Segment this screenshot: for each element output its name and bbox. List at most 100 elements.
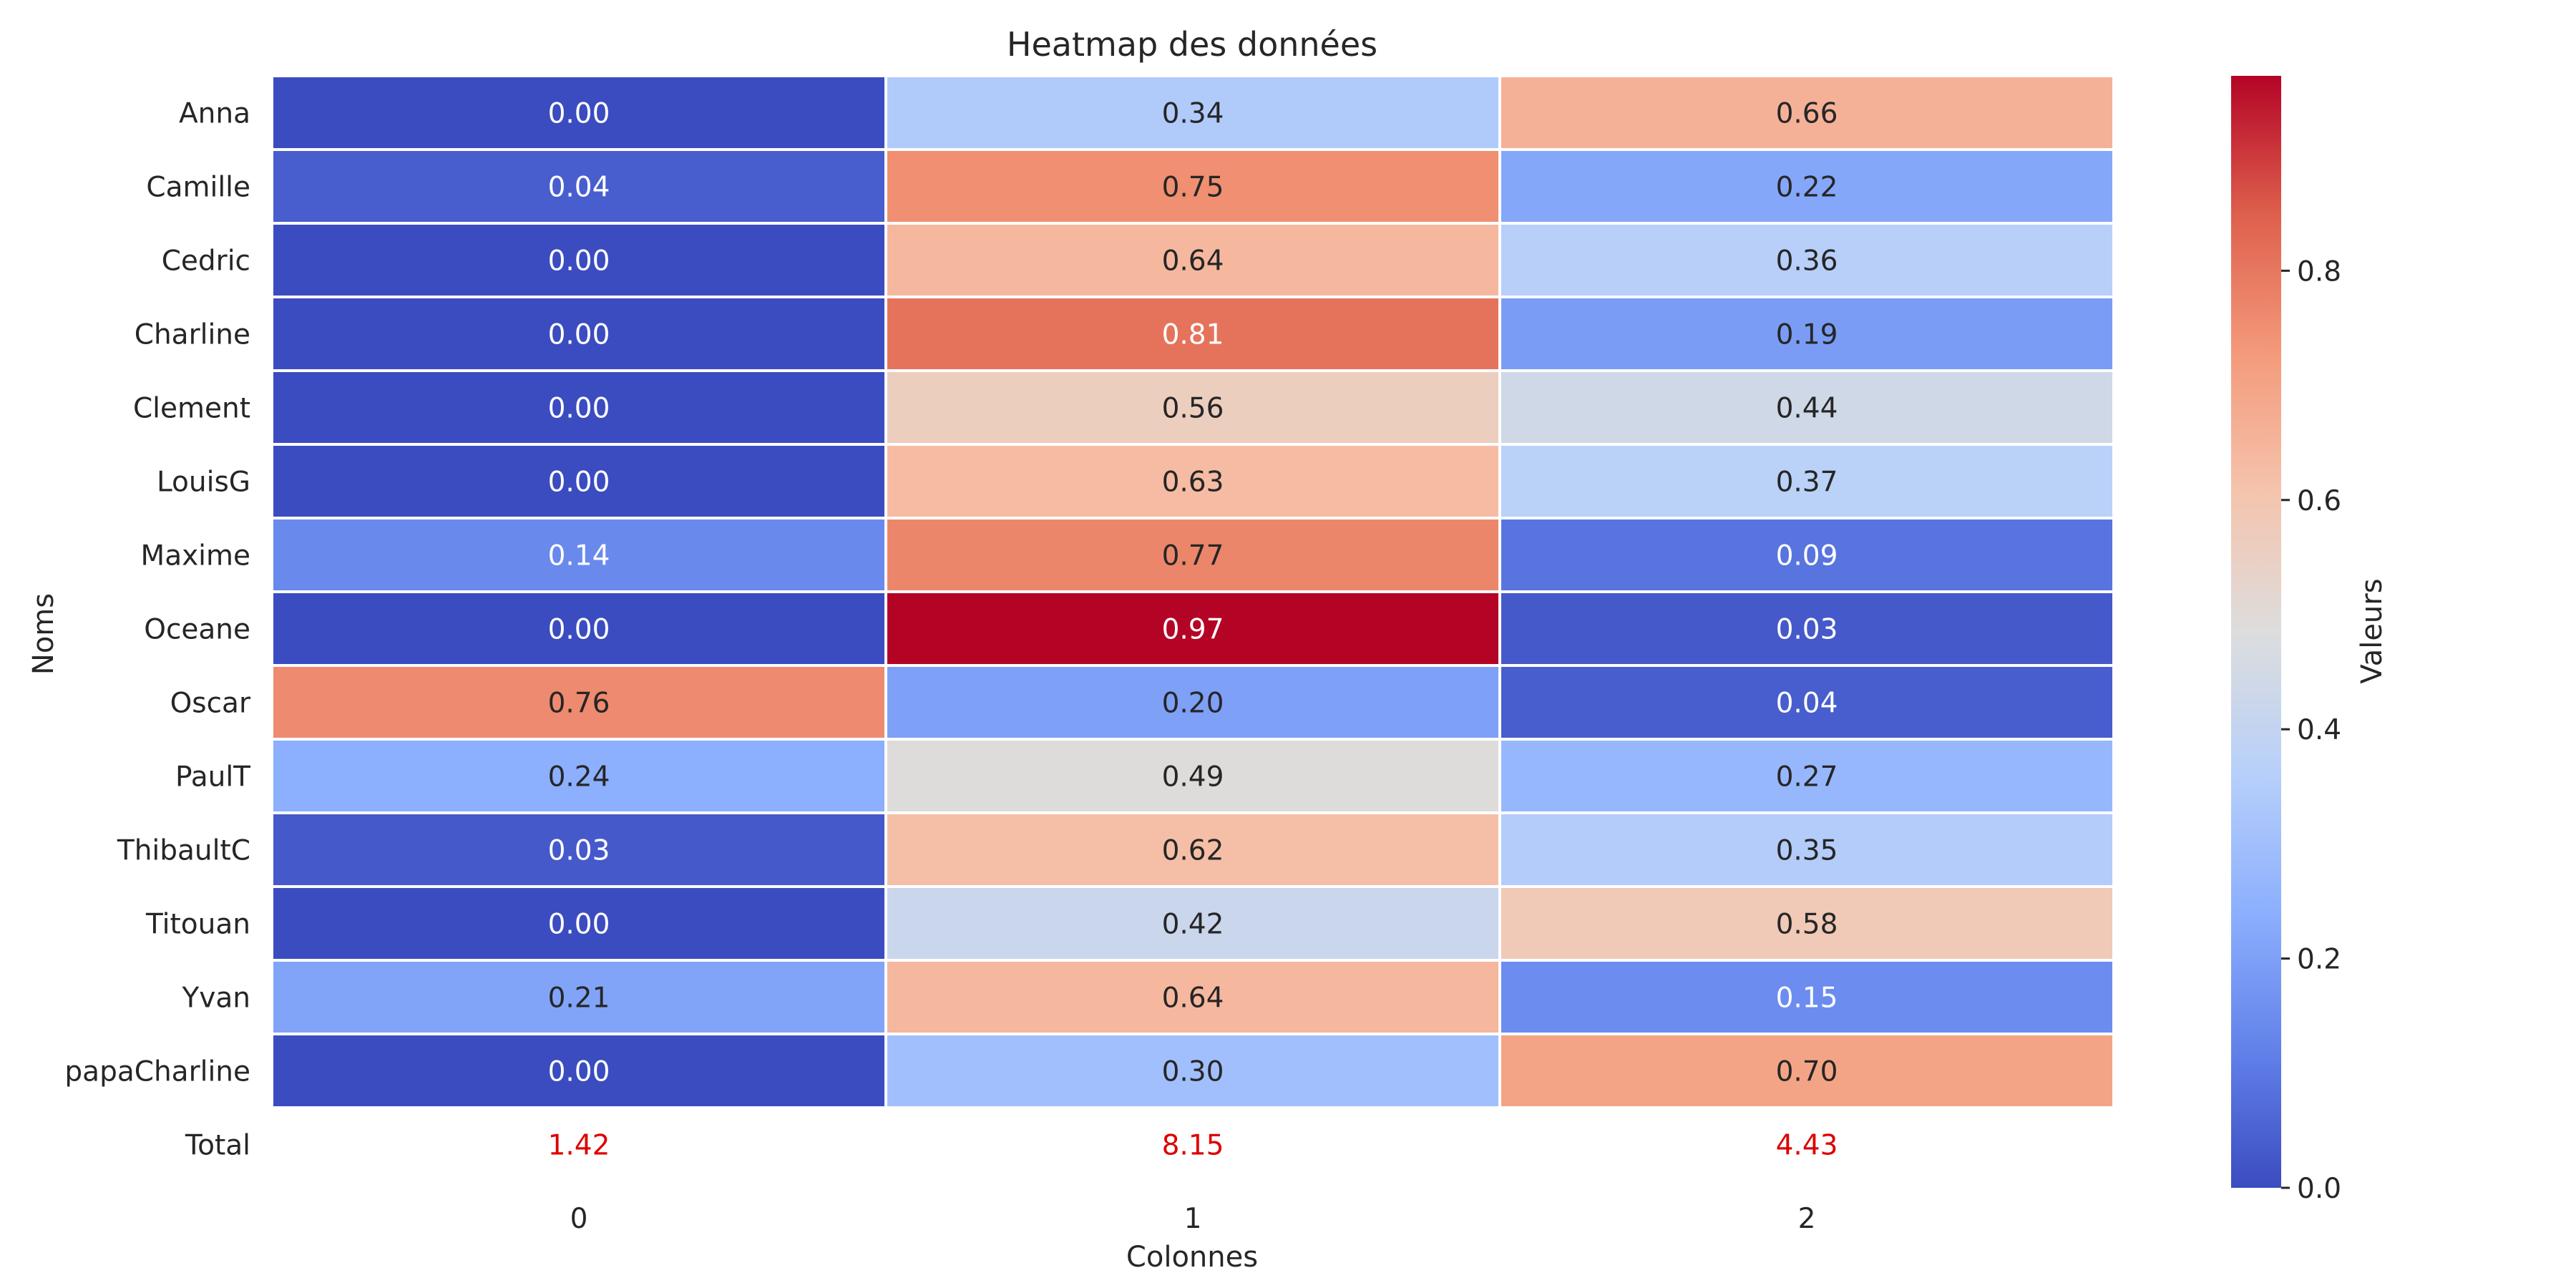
- heatmap-cell: [1498, 74, 2115, 151]
- colorbar-gradient: [2231, 76, 2281, 1188]
- heatmap-cell: [884, 517, 1501, 593]
- heatmap-cell: [884, 590, 1501, 667]
- cell-value-label: 0.00: [548, 467, 610, 499]
- colorbar-tick-label: 0.4: [2297, 714, 2341, 746]
- heatmap-cell: [270, 443, 887, 519]
- heatmap-cell: [270, 738, 887, 814]
- cell-value-label: 0.24: [548, 761, 610, 794]
- cell-value-label: 0.20: [1162, 688, 1224, 720]
- cell-value-label: 0.00: [548, 393, 610, 425]
- row-label: Camille: [146, 172, 250, 204]
- total-value-label: 1.42: [548, 1130, 610, 1162]
- cell-value-label: 0.36: [1776, 245, 1838, 278]
- colorbar-label: Valeurs: [2356, 578, 2389, 683]
- cell-value-label: 0.00: [548, 319, 610, 351]
- row-label: Oceane: [144, 614, 250, 646]
- heatmap-cell: [884, 222, 1501, 298]
- cell-value-label: 0.03: [548, 835, 610, 867]
- cell-value-label: 0.66: [1776, 98, 1838, 130]
- heatmap-cell: [1498, 148, 2115, 225]
- heatmap-cell: [884, 1033, 1501, 1109]
- cell-value-label: 0.56: [1162, 393, 1224, 425]
- cell-value-label: 0.76: [548, 688, 610, 720]
- cell-value-label: 0.04: [548, 172, 610, 204]
- cell-value-label: 0.00: [548, 98, 610, 130]
- heatmap-cells: 0.00 0.34 0.66 0.04 0.75 0.22 0.00 0.64 0.36 0.00…: [270, 74, 2115, 1109]
- heatmap-cell: [270, 590, 887, 667]
- heatmap-cell: [270, 959, 887, 1035]
- cell-value-label: 0.09: [1776, 540, 1838, 572]
- row-label: Charline: [135, 319, 250, 351]
- chart-title: Heatmap des données: [1007, 25, 1377, 64]
- row-label: papaCharline: [64, 1056, 250, 1088]
- colorbar-tick-label: 0.8: [2297, 255, 2341, 288]
- row-label: PaulT: [175, 761, 250, 794]
- cell-value-label: 0.30: [1162, 1056, 1224, 1088]
- heatmap-cell: [1498, 738, 2115, 814]
- colorbar-tick-label: 0.2: [2297, 944, 2341, 976]
- row-label: ThibaultC: [117, 835, 250, 867]
- cell-value-label: 0.22: [1776, 172, 1838, 204]
- column-labels: 0 1 2: [570, 1203, 1816, 1235]
- total-value-label: 8.15: [1162, 1130, 1224, 1162]
- heatmap-cell: [270, 517, 887, 593]
- cell-value-label: 0.21: [548, 982, 610, 1015]
- heatmap-cell: [1498, 664, 2115, 741]
- heatmap-cell: [1498, 296, 2115, 372]
- cell-value-label: 0.58: [1776, 909, 1838, 941]
- heatmap-cell: [884, 738, 1501, 814]
- cell-value-label: 0.15: [1776, 982, 1838, 1015]
- cell-value-label: 0.14: [548, 540, 610, 572]
- cell-value-label: 0.03: [1776, 614, 1838, 646]
- column-tick-label: 2: [1798, 1203, 1816, 1235]
- row-label: Cedric: [162, 245, 250, 278]
- heatmap-cell: [1498, 959, 2115, 1035]
- cell-value-label: 0.37: [1776, 467, 1838, 499]
- x-axis-label: Colonnes: [1126, 1241, 1258, 1274]
- cell-value-label: 0.63: [1162, 467, 1224, 499]
- heatmap-cell: [1498, 1033, 2115, 1109]
- cell-value-label: 0.62: [1162, 835, 1224, 867]
- total-row-label: Total: [185, 1130, 250, 1162]
- cell-value-label: 0.44: [1776, 393, 1838, 425]
- column-tick-label: 0: [570, 1203, 588, 1235]
- colorbar-tick-label: 0.6: [2297, 485, 2341, 517]
- cell-value-label: 0.97: [1162, 614, 1224, 646]
- heatmap-cell: [270, 811, 887, 888]
- cell-value-label: 0.77: [1162, 540, 1224, 572]
- row-label: Clement: [133, 393, 250, 425]
- cell-value-label: 0.75: [1162, 172, 1224, 204]
- heatmap-cell: [1498, 885, 2115, 962]
- row-label: Titouan: [145, 909, 250, 941]
- heatmap-cell: [270, 296, 887, 372]
- cell-value-label: 0.35: [1776, 835, 1838, 867]
- heatmap-cell: [270, 1033, 887, 1109]
- heatmap-cell: [884, 74, 1501, 151]
- total-value-label: 4.43: [1776, 1130, 1838, 1162]
- cell-value-label: 0.27: [1776, 761, 1838, 794]
- heatmap-cell: [1498, 517, 2115, 593]
- cell-value-label: 0.00: [548, 614, 610, 646]
- heatmap-cell: [1498, 590, 2115, 667]
- y-axis-label: Noms: [27, 593, 60, 675]
- cell-value-label: 0.00: [548, 909, 610, 941]
- column-tick-label: 1: [1184, 1203, 1202, 1235]
- cell-value-label: 0.49: [1162, 761, 1224, 794]
- heatmap-cell: [884, 443, 1501, 519]
- cell-value-label: 0.64: [1162, 982, 1224, 1015]
- colorbar: 0.0 0.2 0.4 0.6 0.8: [2231, 76, 2341, 1205]
- colorbar-tick-label: 0.0: [2297, 1173, 2341, 1205]
- heatmap-cell: [1498, 811, 2115, 888]
- row-label: Yvan: [181, 982, 250, 1015]
- cell-value-label: 0.19: [1776, 319, 1838, 351]
- row-label: LouisG: [157, 467, 250, 499]
- cell-value-label: 0.04: [1776, 688, 1838, 720]
- row-label: Oscar: [170, 688, 251, 720]
- cell-value-label: 0.00: [548, 1056, 610, 1088]
- heatmap-cell: [884, 369, 1501, 446]
- heatmap-cell: [1498, 443, 2115, 519]
- heatmap-cell: [270, 74, 887, 151]
- cell-value-label: 0.34: [1162, 98, 1224, 130]
- row-labels: Anna Camille Cedric Charline Clement LouisG Ma…: [64, 98, 251, 1088]
